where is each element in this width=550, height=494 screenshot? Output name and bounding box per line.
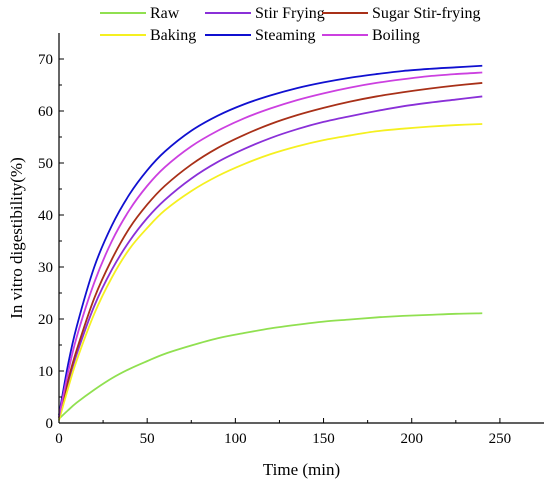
- y-tick-label: 70: [38, 52, 53, 68]
- legend-label-steaming: Steaming: [255, 27, 315, 44]
- series-line-steaming: [58, 64, 483, 416]
- x-tick-label: 0: [55, 431, 63, 447]
- y-tick-label: 0: [46, 416, 54, 432]
- legend-label-baking: Baking: [150, 27, 196, 44]
- x-tick-label: 200: [400, 431, 423, 447]
- y-tick-label: 10: [38, 364, 53, 380]
- legend-label-stir-frying: Stir Frying: [255, 5, 325, 22]
- y-axis-title: In vitro digestibility(%): [7, 157, 26, 318]
- y-tick-label: 40: [38, 208, 53, 224]
- series-line-stir-frying: [58, 95, 483, 419]
- x-tick-label: 150: [312, 431, 335, 447]
- legend: Raw Stir Frying Sugar Stir-frying Baking Ste…: [100, 5, 481, 44]
- x-tick-label: 250: [489, 431, 512, 447]
- y-tick-label: 60: [38, 104, 53, 120]
- x-tick-label: 50: [140, 431, 155, 447]
- y-tick-label: 20: [38, 312, 53, 328]
- legend-label-boiling: Boiling: [372, 27, 420, 44]
- legend-label-sugar-stir-frying: Sugar Stir-frying: [372, 5, 481, 22]
- axes: [58, 33, 544, 424]
- legend-label-raw: Raw: [150, 5, 180, 22]
- y-tick-label: 50: [38, 156, 53, 172]
- series-line-sugar-stir-frying: [58, 82, 483, 419]
- x-axis-title: Time (min): [263, 460, 340, 479]
- series-line-baking: [58, 123, 483, 421]
- x-tick-label: 100: [224, 431, 247, 447]
- series-line-boiling: [58, 71, 483, 417]
- y-tick-label: 30: [38, 260, 53, 276]
- ticks: 0 50 100 150 200 250 0 10 20 30 40 50 60 70: [38, 52, 511, 447]
- series-lines: [58, 64, 483, 421]
- series-line-raw: [58, 312, 483, 420]
